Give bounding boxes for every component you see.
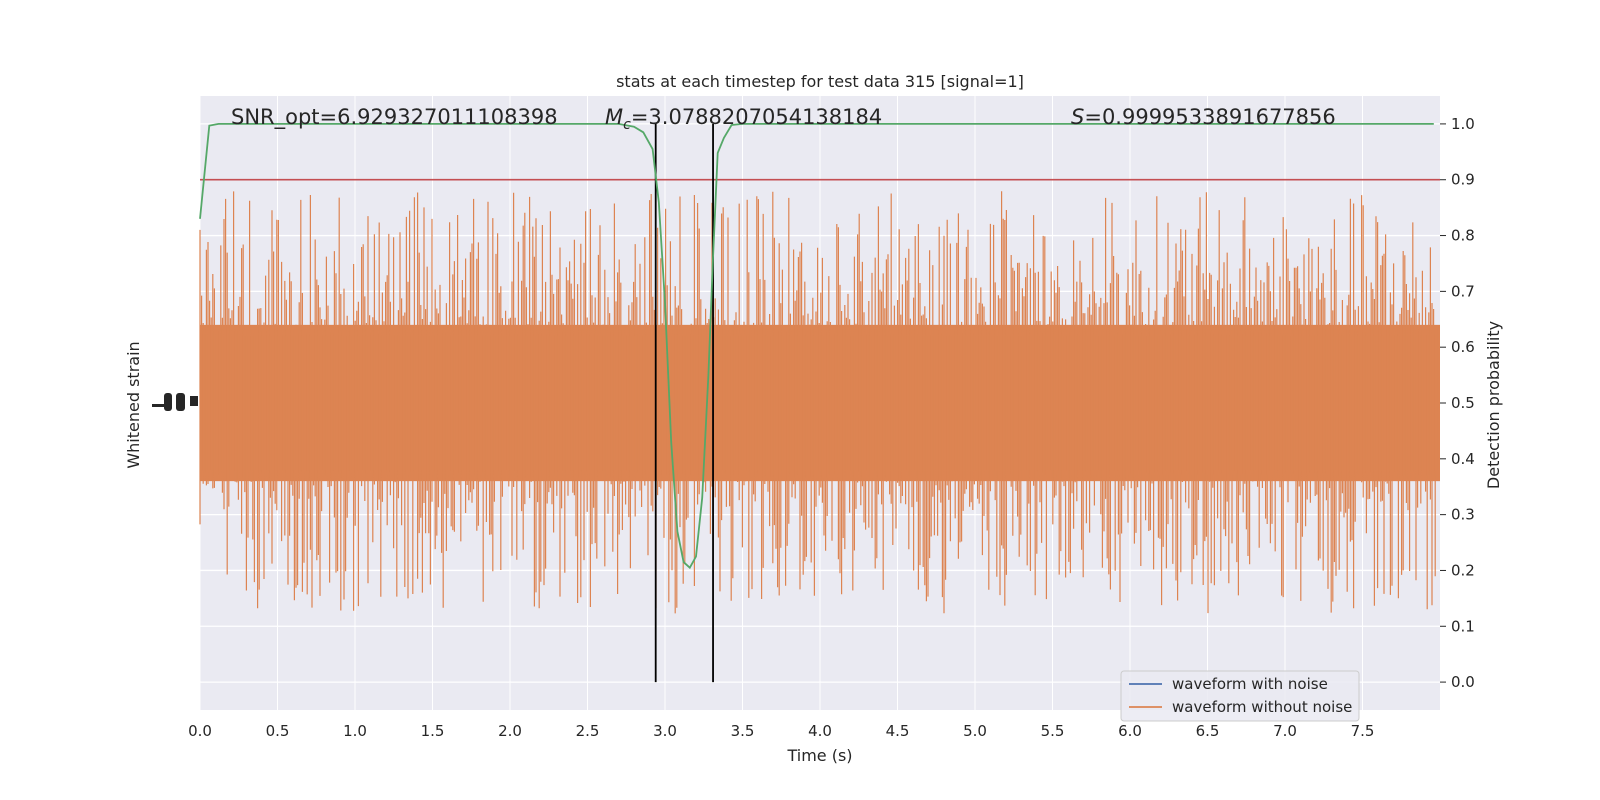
legend-label-without-noise: waveform without noise <box>1172 698 1352 716</box>
x-axis-label: Time (s) <box>786 746 852 765</box>
x-tick-label: 5.5 <box>1041 722 1065 740</box>
chirp-mass-symbol: M <box>605 105 623 129</box>
x-tick-label: 3.5 <box>731 722 755 740</box>
x-tick-label: 6.5 <box>1196 722 1220 740</box>
x-tick-label: 7.5 <box>1351 722 1375 740</box>
score-annotation: S=0.9999533891677856 <box>1071 105 1336 129</box>
chirp-mass-subscript: c <box>623 117 631 133</box>
left-axis-ticks-overlap <box>152 393 198 411</box>
x-tick-label: 1.5 <box>421 722 445 740</box>
y-tick-label: 0.8 <box>1451 227 1475 245</box>
y-tick-label: 0.5 <box>1451 394 1475 412</box>
snr-annotation: SNR_opt=6.929327011108398 <box>231 105 558 130</box>
y-right-axis-label: Detection probability <box>1484 321 1503 489</box>
y-tick-label: 0.6 <box>1451 338 1475 356</box>
y-tick-label: 0.7 <box>1451 282 1475 300</box>
x-tick-label: 4.5 <box>886 722 910 740</box>
y-tick-label: 0.9 <box>1451 171 1475 189</box>
x-tick-label: 5.0 <box>963 722 987 740</box>
x-tick-label: 2.5 <box>576 722 600 740</box>
legend: waveform with noise waveform without noi… <box>1120 670 1360 722</box>
chirp-mass-annotation: Mc=3.0788207054138184 <box>605 105 882 133</box>
y-tick-label: 0.3 <box>1451 506 1475 524</box>
x-tick-label: 0.5 <box>266 722 290 740</box>
x-tick-label: 4.0 <box>808 722 832 740</box>
x-tick-label: 2.0 <box>498 722 522 740</box>
score-value: =0.9999533891677856 <box>1084 105 1335 129</box>
waveform-without-noise-series <box>199 191 1440 614</box>
chirp-mass-value: =3.0788207054138184 <box>631 105 882 129</box>
x-tick-label: 6.0 <box>1118 722 1142 740</box>
x-tick-label: 1.0 <box>343 722 367 740</box>
noise-strokes <box>199 191 1438 614</box>
vline-layer <box>654 123 714 683</box>
x-tick-label: 0.0 <box>188 722 212 740</box>
legend-label-with-noise: waveform with noise <box>1172 675 1328 693</box>
x-axis-ticks: 0.0 0.5 1.0 1.5 2.0 2.5 3.0 3.5 4.0 4.5 5.0 5.5 6.0 6… <box>188 722 1374 740</box>
legend-box <box>1120 670 1360 722</box>
y-tick-label: 0.2 <box>1451 561 1475 579</box>
y-left-axis-label: Whitened strain <box>124 341 143 468</box>
detection-probability-line <box>199 123 1434 570</box>
y-tick-label: 0.4 <box>1451 450 1475 468</box>
y-tick-label: 0.1 <box>1451 617 1475 635</box>
chart-title: stats at each timestep for test data 315… <box>616 72 1024 91</box>
y-tick-label: 1.0 <box>1451 115 1475 133</box>
x-tick-label: 7.0 <box>1273 722 1297 740</box>
x-tick-label: 3.0 <box>653 722 677 740</box>
score-symbol: S <box>1071 105 1084 129</box>
y-tick-label: 0.0 <box>1451 673 1475 691</box>
y-right-axis-ticks: 0.0 0.1 0.2 0.3 0.4 0.5 0.6 0.7 0.8 0.9 1.0 <box>1440 115 1475 691</box>
